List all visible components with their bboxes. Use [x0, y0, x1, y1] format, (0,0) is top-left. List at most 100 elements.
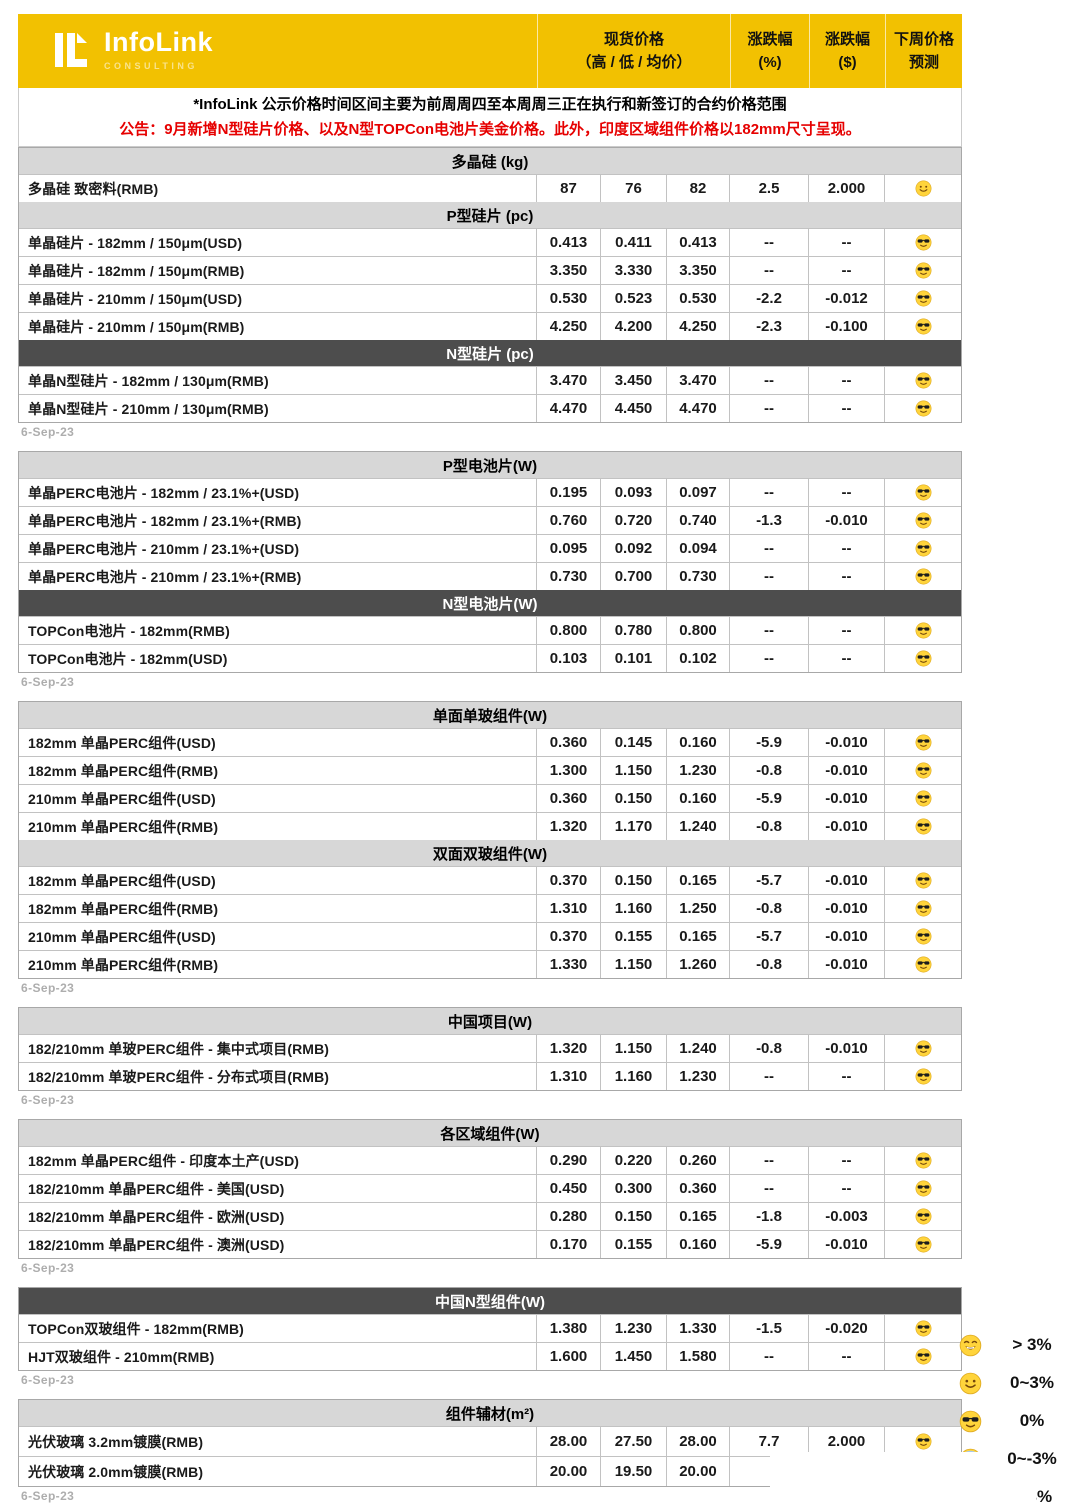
table-row: TOPCon双玻组件 - 182mm(RMB) 1.380 1.230 1.330 -1…	[19, 1314, 961, 1342]
section-header: 中国N型组件(W)	[19, 1288, 961, 1314]
col-header-forecast: 下周价格 预测	[885, 14, 962, 88]
table-row: 210mm 单晶PERC组件(USD) 0.360 0.150 0.160 -5.9 -0…	[19, 784, 961, 812]
pct-change-cell: --	[729, 563, 808, 590]
usd-change-cell: --	[808, 367, 884, 394]
table-row: 单晶硅片 - 182mm / 150μm(RMB) 3.350 3.330 3.350…	[19, 256, 961, 284]
price-low-cell: 0.780	[600, 617, 666, 644]
date-stamp: 6-Sep-23	[21, 1261, 75, 1275]
price-high-cell: 1.330	[536, 951, 600, 978]
product-name-cell: TOPCon电池片 - 182mm(USD)	[28, 650, 228, 667]
product-name-cell: 单晶硅片 - 182mm / 150μm(USD)	[28, 234, 243, 251]
price-avg-cell: 1.250	[666, 895, 729, 922]
usd-change-cell: --	[808, 479, 884, 506]
product-name-cell: 单晶硅片 - 210mm / 150μm(RMB)	[28, 318, 245, 335]
grin-emoji-icon	[950, 1334, 990, 1357]
pct-change-cell: -1.3	[729, 507, 808, 534]
price-avg-cell: 82	[666, 175, 729, 202]
watermark-overlay	[944, 1478, 1036, 1512]
price-low-cell: 0.150	[600, 1203, 666, 1230]
price-high-cell: 1.310	[536, 1063, 600, 1090]
forecast-emoji-cell	[884, 1231, 961, 1258]
price-high-cell: 0.360	[536, 729, 600, 756]
cool-emoji-icon	[915, 262, 932, 279]
date-stamp: 6-Sep-23	[21, 1489, 75, 1503]
price-high-cell: 0.450	[536, 1175, 600, 1202]
table-row: 182/210mm 单玻PERC组件 - 分布式项目(RMB) 1.310 1.16…	[19, 1062, 961, 1090]
usd-change-cell: 2.000	[808, 175, 884, 202]
pct-change-cell: --	[729, 479, 808, 506]
price-high-cell: 20.00	[536, 1457, 600, 1486]
legend-item: > 3%	[950, 1326, 1074, 1364]
price-avg-cell: 0.160	[666, 729, 729, 756]
forecast-emoji-cell	[884, 229, 961, 256]
usd-change-cell: --	[808, 257, 884, 284]
price-low-cell: 4.450	[600, 395, 666, 422]
pct-change-cell: -5.9	[729, 785, 808, 812]
price-avg-cell: 3.470	[666, 367, 729, 394]
usd-change-cell: -0.003	[808, 1203, 884, 1230]
price-high-cell: 0.103	[536, 645, 600, 672]
forecast-emoji-cell	[884, 785, 961, 812]
section-header: 中国项目(W)	[19, 1008, 961, 1034]
price-low-cell: 0.155	[600, 1231, 666, 1258]
pct-change-cell: 2.5	[729, 175, 808, 202]
cool-emoji-icon	[915, 372, 932, 389]
product-name-cell: 210mm 单晶PERC组件(RMB)	[28, 818, 219, 835]
table-row: 单晶硅片 - 182mm / 150μm(USD) 0.413 0.411 0.413…	[19, 228, 961, 256]
price-low-cell: 1.160	[600, 1063, 666, 1090]
section-header: N型电池片(W)	[19, 590, 961, 616]
cool-emoji-icon	[915, 1152, 932, 1169]
forecast-emoji-cell	[884, 951, 961, 978]
usd-change-cell: -0.010	[808, 813, 884, 840]
price-high-cell: 0.413	[536, 229, 600, 256]
product-name-cell: 单晶PERC电池片 - 210mm / 23.1%+(USD)	[28, 540, 300, 557]
cool-emoji-icon	[915, 872, 932, 889]
forecast-emoji-cell	[884, 367, 961, 394]
table-row: 182mm 单晶PERC组件(RMB) 1.300 1.150 1.230 -0.8 -0…	[19, 756, 961, 784]
pct-change-cell: --	[729, 367, 808, 394]
table-row: 210mm 单晶PERC组件(RMB) 1.330 1.150 1.260 -0.8 -0…	[19, 950, 961, 978]
product-name-cell: 210mm 单晶PERC组件(RMB)	[28, 956, 219, 973]
usd-change-cell: -0.100	[808, 313, 884, 340]
price-low-cell: 1.150	[600, 757, 666, 784]
cool-emoji-icon	[915, 1068, 932, 1085]
pct-change-cell: -2.3	[729, 313, 808, 340]
price-high-cell: 87	[536, 175, 600, 202]
price-high-cell: 0.800	[536, 617, 600, 644]
forecast-emoji-cell	[884, 1175, 961, 1202]
price-avg-cell: 20.00	[666, 1457, 729, 1486]
pct-change-cell: --	[729, 535, 808, 562]
pct-change-cell: --	[729, 1175, 808, 1202]
section-header: P型电池片(W)	[19, 452, 961, 478]
section-header: 组件辅材(m²)	[19, 1400, 961, 1426]
forecast-emoji-cell	[884, 729, 961, 756]
product-name-cell: 182/210mm 单晶PERC组件 - 美国(USD)	[28, 1180, 285, 1197]
price-table: InfoLink CONSULTING 现货价格 （高 / 低 / 均价） 涨跌…	[18, 14, 962, 1512]
price-avg-cell: 0.730	[666, 563, 729, 590]
pct-change-cell: --	[729, 645, 808, 672]
table-row: 210mm 单晶PERC组件(RMB) 1.320 1.170 1.240 -0.8 -0…	[19, 812, 961, 840]
price-low-cell: 0.300	[600, 1175, 666, 1202]
forecast-emoji-cell	[884, 895, 961, 922]
price-high-cell: 0.360	[536, 785, 600, 812]
forecast-emoji-cell	[884, 1315, 961, 1342]
product-name-cell: 182mm 单晶PERC组件(USD)	[28, 734, 216, 751]
col-header-change-pct: 涨跌幅 (%)	[730, 14, 809, 88]
price-avg-cell: 0.094	[666, 535, 729, 562]
table-row: 单晶PERC电池片 - 182mm / 23.1%+(USD) 0.195 0.09…	[19, 478, 961, 506]
forecast-emoji-cell	[884, 563, 961, 590]
forecast-emoji-cell	[884, 1035, 961, 1062]
product-name-cell: 182mm 单晶PERC组件(RMB)	[28, 762, 219, 779]
cool-emoji-icon	[915, 400, 932, 417]
col-header-spot-line2: （高 / 低 / 均价）	[576, 54, 692, 71]
price-high-cell: 3.470	[536, 367, 600, 394]
price-high-cell: 0.530	[536, 285, 600, 312]
smile-emoji-icon	[950, 1372, 990, 1395]
product-name-cell: 182/210mm 单晶PERC组件 - 澳洲(USD)	[28, 1236, 285, 1253]
forecast-emoji-cell	[884, 507, 961, 534]
product-name-cell: 光伏玻璃 3.2mm镀膜(RMB)	[28, 1433, 204, 1450]
pct-change-cell: -5.9	[729, 1231, 808, 1258]
cool-emoji-icon	[915, 734, 932, 751]
brand-block: InfoLink CONSULTING	[18, 14, 537, 88]
